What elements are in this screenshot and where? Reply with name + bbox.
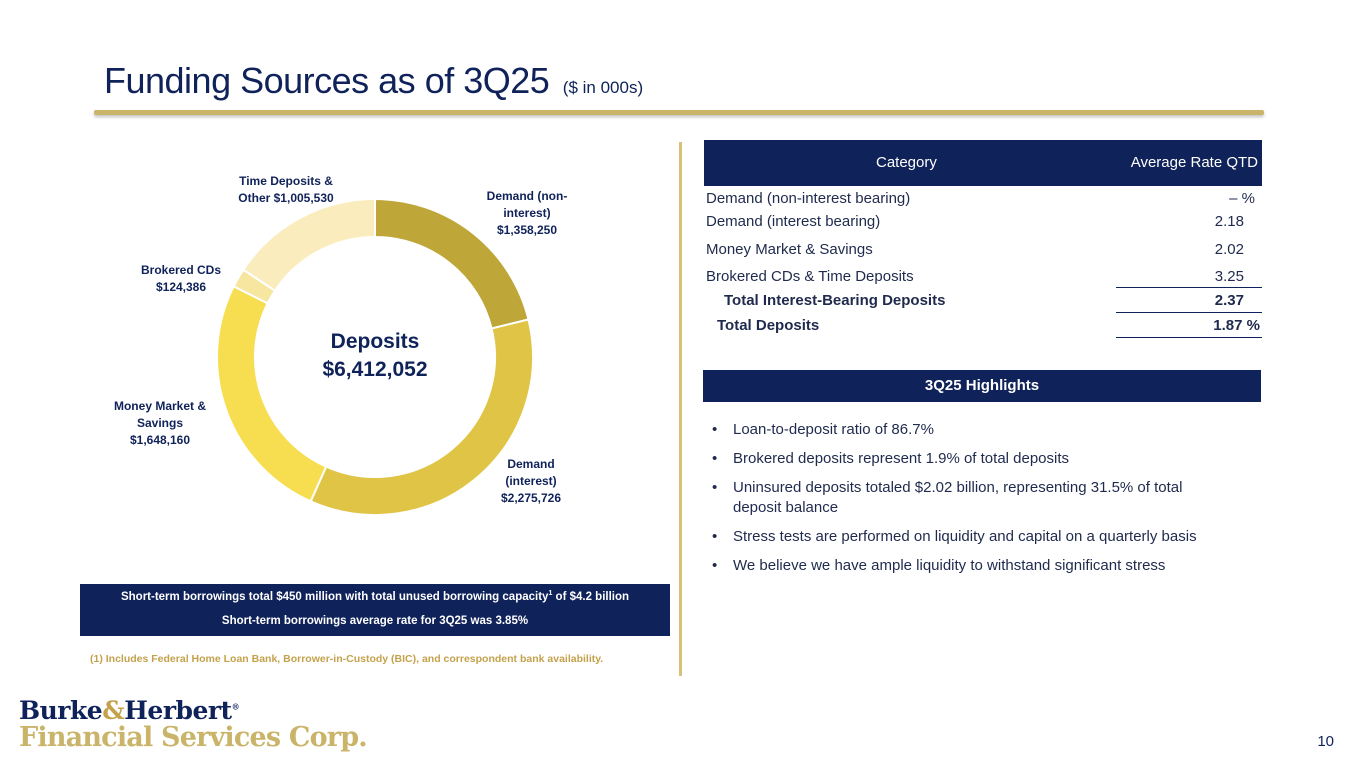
slice-label-value: $124,386: [155, 280, 207, 294]
list-item: • Stress tests are performed on liquidity…: [712, 527, 1252, 547]
slice-label-value: Other $1,005,530: [238, 191, 334, 205]
table-row: Brokered CDs & Time Deposits 3.25: [704, 266, 1262, 288]
slice-label-line: interest): [503, 206, 551, 220]
page-title-main: Funding Sources as of 3Q25: [104, 60, 550, 101]
table-row-total: Total Deposits 1.87 %: [704, 315, 1262, 337]
slice-label-demand-non-interest: Demand (non- interest) $1,358,250: [472, 188, 582, 239]
donut-center-title: Deposits: [330, 330, 420, 353]
table-row: Money Market & Savings 2.02: [704, 239, 1262, 261]
slice-label-line: Time Deposits &: [239, 174, 333, 188]
list-item: • Loan-to-deposit ratio of 86.7%: [712, 420, 1252, 440]
row-label: Total Interest-Bearing Deposits: [724, 292, 946, 309]
list-item: • Brokered deposits represent 1.9% of tot…: [712, 449, 1252, 469]
row-label: Money Market & Savings: [706, 241, 873, 258]
company-logo: Burke&Herbert® Financial Services Corp.: [19, 698, 368, 753]
slice-label-value: $1,648,160: [129, 433, 191, 447]
highlights-header: 3Q25 Highlights: [703, 370, 1261, 402]
footnote: (1) Includes Federal Home Loan Bank, Bor…: [90, 653, 604, 665]
list-item-text: We believe we have ample liquidity to wi…: [733, 557, 1166, 574]
borrowings-rate-text: Short-term borrowings average rate for 3…: [221, 615, 529, 627]
title-underline: [94, 110, 1264, 115]
row-value: 3.25: [1214, 268, 1244, 285]
highlights-list: • Loan-to-deposit ratio of 86.7% • Brokere…: [712, 420, 1252, 585]
donut-center-total: $6,412,052: [322, 358, 428, 381]
list-item: • We believe we have ample liquidity to w…: [712, 556, 1252, 576]
slice-label-value: $2,275,726: [500, 491, 562, 505]
footnote-marker: 1: [548, 590, 553, 597]
column-header-category: Category: [876, 154, 937, 171]
row-label: Total Deposits: [717, 317, 820, 334]
donut-slice-time-deposits-other: [241, 197, 376, 293]
row-value: 1.87 %: [1213, 317, 1260, 334]
rate-table-header: Category Average Rate QTD: [704, 140, 1262, 186]
row-label: Demand (non-interest bearing): [706, 190, 911, 207]
list-item-text: Stress tests are performed on liquidity …: [733, 528, 1197, 545]
slice-label-line: Savings: [136, 416, 184, 430]
page-title: Funding Sources as of 3Q25 ($ in 000s): [104, 60, 643, 102]
total-rule: [1116, 312, 1262, 313]
slice-label-line: Brokered CDs: [140, 263, 222, 277]
slice-label-line: (interest): [505, 474, 557, 488]
row-value: – %: [1229, 190, 1255, 207]
subtotal-rule: [1116, 287, 1262, 288]
slice-label-brokered-cds: Brokered CDs $124,386: [126, 262, 236, 296]
bullet-icon: •: [712, 557, 718, 574]
logo-wordmark: Burke&Herbert®: [19, 698, 367, 723]
page-number: 10: [1317, 733, 1334, 750]
registered-mark: ®: [231, 701, 240, 712]
row-label: Brokered CDs & Time Deposits: [706, 268, 914, 285]
bullet-icon: •: [712, 450, 718, 467]
list-item-text: Loan-to-deposit ratio of 86.7%: [733, 421, 934, 438]
slice-label-demand-interest: Demand (interest) $2,275,726: [486, 456, 576, 507]
bullet-icon: •: [712, 528, 718, 545]
logo-subline: Financial Services Corp.: [19, 722, 368, 753]
row-value: 2.37: [1214, 292, 1244, 309]
deposits-donut-chart: [216, 197, 534, 516]
row-value: 2.02: [1214, 241, 1244, 258]
table-row-subtotal: Total Interest-Bearing Deposits 2.37: [704, 290, 1262, 312]
row-value: 2.18: [1214, 213, 1244, 230]
slice-label-money-market: Money Market & Savings $1,648,160: [100, 398, 220, 449]
list-item-text: Uninsured deposits totaled $2.02 billion…: [733, 479, 1183, 516]
donut-center-label: Deposits $6,412,052: [295, 328, 455, 384]
list-item: • Uninsured deposits totaled $2.02 billio…: [712, 478, 1212, 518]
borrowings-capacity-amount: of $4.2 billion: [552, 590, 630, 603]
table-row: Demand (interest bearing) 2.18: [704, 211, 1262, 233]
column-divider: [679, 142, 682, 676]
list-item-text: Brokered deposits represent 1.9% of tota…: [733, 450, 1070, 467]
slice-label-time-deposits: Time Deposits & Other $1,005,530: [216, 173, 356, 207]
table-row: Demand (non-interest bearing) – %: [704, 188, 1262, 210]
page-title-units: ($ in 000s): [562, 78, 644, 97]
logo-word-herbert: Herbert: [124, 696, 232, 725]
slice-label-line: Money Market &: [113, 399, 207, 413]
column-header-rate: Average Rate QTD: [1130, 154, 1258, 171]
donut-slice-money-market-savings: [216, 285, 328, 503]
borrowings-capacity-text: Short-term borrowings total $450 million…: [80, 590, 670, 603]
borrowings-summary-box: Short-term borrowings total $450 million…: [80, 584, 670, 636]
borrowings-capacity-main: Short-term borrowings total $450 million…: [120, 590, 549, 603]
slice-label-line: Demand: [507, 457, 555, 471]
logo-ampersand: &: [102, 696, 125, 725]
total-underline: [1116, 337, 1262, 338]
bullet-icon: •: [712, 421, 718, 438]
slice-label-value: $1,358,250: [496, 223, 558, 237]
logo-word-burke: Burke: [19, 696, 103, 725]
bullet-icon: •: [712, 479, 718, 496]
slice-label-line: Demand (non-: [486, 189, 568, 203]
row-label: Demand (interest bearing): [706, 213, 881, 230]
